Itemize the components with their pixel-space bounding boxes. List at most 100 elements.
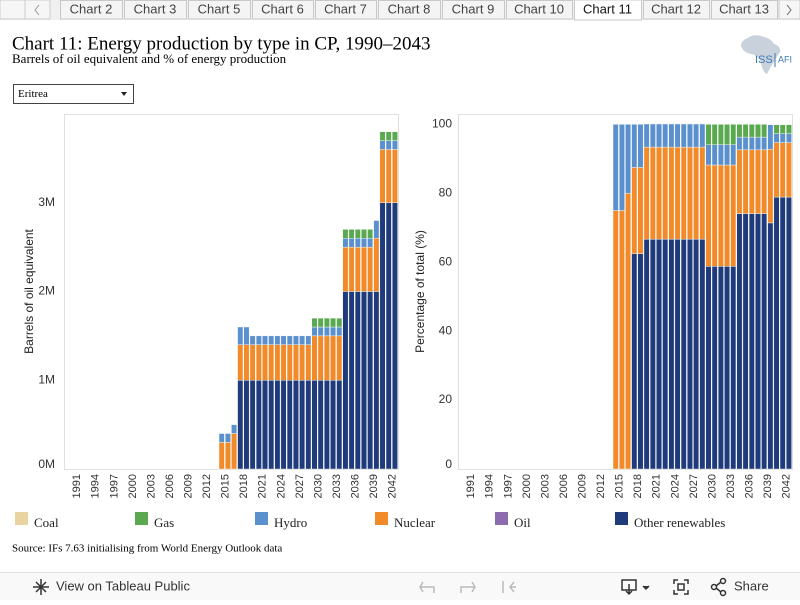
legend-swatch[interactable] xyxy=(615,512,628,525)
bar-segment xyxy=(687,238,693,470)
tab-label: Chart 6 xyxy=(261,1,304,16)
bar-segment xyxy=(717,164,724,267)
bar-segment xyxy=(748,124,755,138)
legend-swatch[interactable] xyxy=(135,512,148,525)
bar-segment xyxy=(619,210,625,470)
toolbar xyxy=(0,572,800,600)
view-on-tableau[interactable]: View on Tableau Public xyxy=(56,578,190,593)
bar-segment xyxy=(687,146,693,240)
bar-segment xyxy=(367,291,374,470)
x-tick-label: 2042 xyxy=(387,474,399,498)
logo-map xyxy=(741,35,781,74)
bar-segment xyxy=(225,433,231,443)
bar-segment xyxy=(231,433,237,470)
x-tick-label: 1997 xyxy=(108,474,120,498)
bar-segment xyxy=(705,266,712,470)
bar-segment xyxy=(231,424,237,434)
bar-segment xyxy=(342,229,349,239)
bar-segment xyxy=(755,213,761,470)
legend-swatch[interactable] xyxy=(495,512,508,525)
bar-segment xyxy=(755,136,761,151)
download-icon[interactable] xyxy=(621,579,650,596)
toolbar-icons xyxy=(419,581,516,593)
x-tick-label: 2039 xyxy=(368,474,380,498)
bar-segment xyxy=(354,246,361,292)
legend-label[interactable]: Other renewables xyxy=(634,515,725,530)
bar-segment xyxy=(767,222,774,470)
x-tick-label: 2033 xyxy=(725,474,737,498)
bar-segment xyxy=(668,146,675,240)
bar-segment xyxy=(779,133,786,143)
bar-segment xyxy=(354,238,361,248)
bar-segment xyxy=(705,164,712,267)
tab-prev[interactable] xyxy=(24,0,51,20)
tab-scroll-left[interactable] xyxy=(0,0,26,20)
bar-segment xyxy=(262,344,268,381)
tab[interactable] xyxy=(711,0,778,20)
legend-label[interactable]: Gas xyxy=(154,515,174,530)
bar-segment xyxy=(643,123,650,148)
legend-swatch[interactable] xyxy=(375,512,388,525)
bar-segment xyxy=(674,238,681,470)
bar-segment xyxy=(649,146,656,240)
bar-segment xyxy=(717,124,724,145)
country-dropdown[interactable] xyxy=(13,84,134,104)
bar-segment xyxy=(379,202,386,470)
x-tick-label: 2018 xyxy=(238,474,250,498)
arrow-icon xyxy=(34,4,40,16)
tab[interactable] xyxy=(574,0,642,21)
tab-label: Chart 7 xyxy=(324,1,367,16)
bar-segment xyxy=(342,291,349,470)
bar-segment xyxy=(330,317,336,328)
legend-label[interactable]: Coal xyxy=(34,515,59,530)
bar-segment xyxy=(225,442,231,470)
tab-label: Chart 12 xyxy=(651,1,701,16)
x-tick-label: 2000 xyxy=(521,474,533,498)
bar-segment xyxy=(379,140,386,150)
bar-segment xyxy=(736,136,743,151)
tab[interactable] xyxy=(124,0,187,20)
x-tick-label: 2021 xyxy=(257,474,269,498)
bar-segment xyxy=(361,238,367,248)
tab[interactable] xyxy=(643,0,710,20)
x-tick-label: 2024 xyxy=(275,474,287,498)
bar-segment xyxy=(730,144,737,166)
tab[interactable] xyxy=(188,0,251,20)
share[interactable]: Share xyxy=(734,578,769,593)
bar-segment xyxy=(299,380,306,470)
share-icon[interactable] xyxy=(710,577,727,597)
legend-label[interactable]: Nuclear xyxy=(394,515,436,530)
bar-segment xyxy=(705,144,712,166)
tab-label: Chart 9 xyxy=(452,1,495,16)
bar-segment xyxy=(280,335,287,345)
legend-swatch[interactable] xyxy=(15,512,28,525)
legend-label[interactable]: Hydro xyxy=(274,515,307,530)
fullscreen-icon[interactable] xyxy=(673,579,689,595)
bar-segment xyxy=(336,380,343,470)
legend-label[interactable]: Oil xyxy=(514,515,531,530)
x-tick-label: 2027 xyxy=(294,474,306,498)
y-tick-label: 2M xyxy=(38,284,55,298)
bar-segment xyxy=(274,344,281,381)
tab[interactable] xyxy=(442,0,505,20)
tab[interactable] xyxy=(378,0,441,20)
tab[interactable] xyxy=(252,0,314,20)
tab[interactable] xyxy=(506,0,573,20)
bar-segment xyxy=(680,123,687,148)
bar-segment xyxy=(323,326,330,337)
legend: Coal Gas Hydro Nuclear Oil Other renewables xyxy=(15,512,725,530)
bar-segment xyxy=(342,238,349,248)
x-tick-label: 2030 xyxy=(706,474,718,498)
bar-segment xyxy=(773,133,780,143)
tableau-icon xyxy=(33,579,49,595)
tab[interactable] xyxy=(60,0,123,20)
bar-segment xyxy=(243,326,250,345)
x-tick-label: 2015 xyxy=(220,474,232,498)
arrow-icon xyxy=(786,4,792,16)
bar-segment xyxy=(392,140,398,150)
tab-next[interactable] xyxy=(778,0,800,20)
bar-segment xyxy=(268,344,275,381)
legend-swatch[interactable] xyxy=(255,512,268,525)
bar-segment xyxy=(687,123,693,148)
tab[interactable] xyxy=(315,0,377,20)
